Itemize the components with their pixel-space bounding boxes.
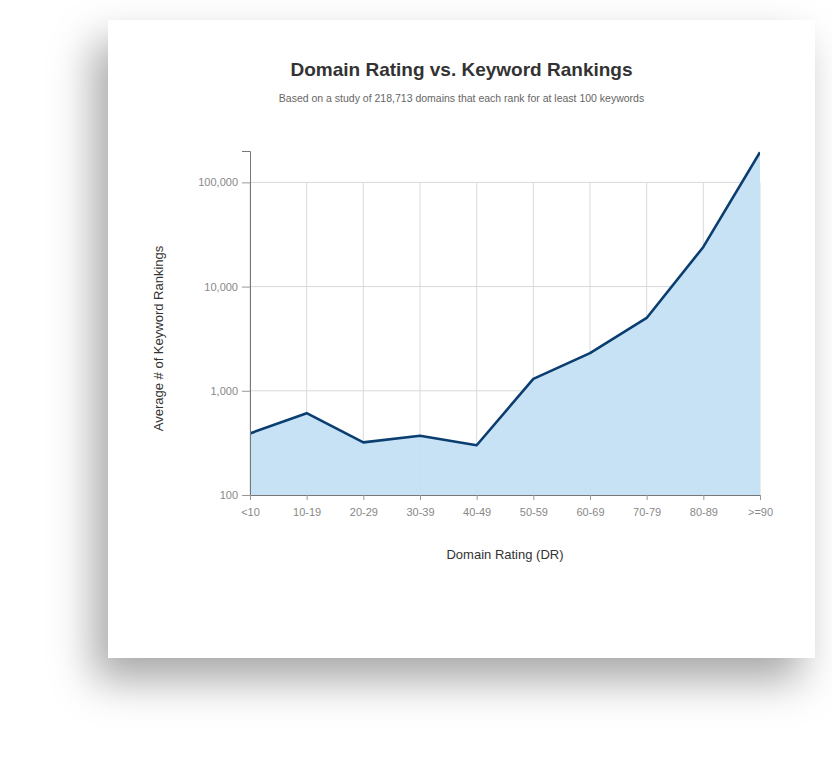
x-tick-label: 30-39 (406, 506, 434, 518)
x-tick-label: >=90 (748, 506, 773, 518)
y-tick-label: 100,000 (198, 176, 238, 188)
y-tick-label: 100 (220, 489, 238, 501)
x-tick-label: 50-59 (520, 506, 548, 518)
y-axis: 100 1,000 10,000 100,000 (198, 152, 250, 502)
area-fill (250, 152, 760, 495)
x-tick-mark (760, 495, 761, 500)
x-tick: 10-19 (293, 495, 321, 518)
x-tick-mark (307, 495, 308, 500)
y-axis-title: Average # of Keyword Rankings (151, 245, 166, 431)
x-tick: 20-29 (350, 495, 378, 518)
x-tick: <10 (241, 495, 260, 518)
chart-svg: Domain Rating vs. Keyword Rankings Based … (0, 0, 832, 766)
y-tick-mark (242, 391, 250, 392)
x-tick-label: 40-49 (463, 506, 491, 518)
y-axis-line (242, 152, 251, 496)
plot-area (250, 152, 760, 495)
y-tick: 10,000 (204, 281, 250, 293)
y-tick-label: 1,000 (210, 385, 238, 397)
title: Domain Rating vs. Keyword Rankings (290, 59, 632, 80)
x-tick-mark (250, 495, 251, 500)
x-tick-label: 80-89 (690, 506, 718, 518)
x-tick-mark (477, 495, 478, 500)
x-tick-mark (590, 495, 591, 500)
x-tick-label: 70-79 (633, 506, 661, 518)
y-tick: 100,000 (198, 176, 250, 188)
x-tick-mark (647, 495, 648, 500)
x-tick: 70-79 (633, 495, 661, 518)
x-tick: >=90 (748, 495, 773, 518)
x-tick: 40-49 (463, 495, 491, 518)
y-tick-mark (242, 495, 250, 496)
x-tick: 50-59 (520, 495, 548, 518)
x-tick-label: 10-19 (293, 506, 321, 518)
x-tick-label: 20-29 (350, 506, 378, 518)
x-tick-mark (420, 495, 421, 500)
subtitle: Based on a study of 218,713 domains that… (279, 92, 644, 104)
y-tick-label: 10,000 (204, 281, 238, 293)
x-tick-mark (363, 495, 364, 500)
x-tick: 30-39 (406, 495, 434, 518)
y-tick-mark (242, 182, 250, 183)
y-grid-line (250, 182, 760, 183)
x-tick-label: <10 (241, 506, 260, 518)
y-tick: 100 (220, 489, 250, 501)
data-line (250, 152, 760, 445)
y-tick: 1,000 (210, 385, 250, 397)
x-tick-mark (533, 495, 534, 500)
x-axis-line (251, 496, 761, 501)
y-tick-mark (242, 287, 250, 288)
x-tick: 80-89 (690, 495, 718, 518)
x-axis: <10 10-19 20-29 30-39 40-49 50-59 60-69 70-79 80… (241, 495, 773, 518)
x-axis-title: Domain Rating (DR) (446, 547, 563, 562)
x-tick-label: 60-69 (576, 506, 604, 518)
x-tick: 60-69 (576, 495, 604, 518)
x-tick-mark (703, 495, 704, 500)
